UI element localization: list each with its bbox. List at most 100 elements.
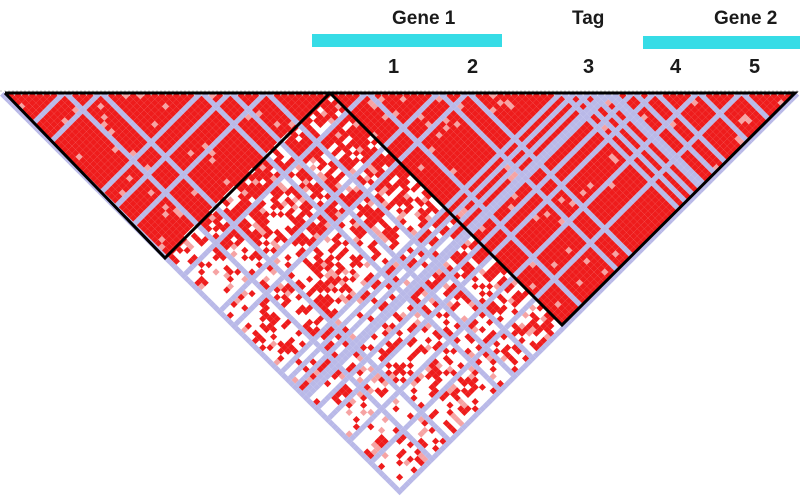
ld-cell <box>410 135 418 143</box>
ld-cell <box>446 200 454 208</box>
ld-cell <box>522 203 530 211</box>
ld-cell <box>381 272 389 280</box>
ld-cell <box>262 189 270 197</box>
ld-cell <box>511 308 519 316</box>
ld-cell <box>216 308 224 316</box>
ld-cell <box>349 203 357 211</box>
ld-cell <box>522 347 530 355</box>
ld-cell <box>442 167 450 175</box>
ld-cell <box>331 351 339 359</box>
ld-cell <box>583 257 591 265</box>
ld-cell <box>370 290 378 298</box>
ld-cell <box>468 113 476 121</box>
ld-cell <box>151 207 159 215</box>
ld-cell <box>255 182 263 190</box>
ld-cell <box>450 383 458 391</box>
ld-cell <box>439 156 447 164</box>
ld-cell <box>205 182 213 190</box>
ld-cell <box>226 102 234 110</box>
ld-cell <box>572 290 580 298</box>
ld-cell <box>532 322 540 330</box>
ld-cell <box>255 239 263 247</box>
ld-cell <box>392 275 400 283</box>
ld-cell <box>424 92 432 100</box>
ld-cell <box>410 394 418 402</box>
ld-cell <box>298 174 306 182</box>
ld-cell <box>345 408 353 416</box>
ld-cell <box>61 124 69 132</box>
ld-cell <box>540 300 548 308</box>
ld-cell <box>511 358 519 366</box>
ld-cell <box>388 113 396 121</box>
ld-cell <box>453 120 461 128</box>
ld-cell <box>352 272 360 280</box>
ld-cell <box>522 131 530 139</box>
ld-cell <box>252 113 260 121</box>
ld-cell <box>363 376 371 384</box>
ld-cell <box>126 138 134 146</box>
ld-cell <box>446 286 454 294</box>
ld-cell <box>352 293 360 301</box>
ld-cell <box>442 441 450 449</box>
ld-cell <box>529 239 537 247</box>
ld-cell <box>385 261 393 269</box>
ld-cell <box>568 308 576 316</box>
ld-cell <box>540 221 548 229</box>
ld-cell <box>576 293 584 301</box>
ld-cell <box>576 214 584 222</box>
ld-cell <box>151 99 159 107</box>
ld-cell <box>108 149 116 157</box>
ld-cell <box>151 171 159 179</box>
ld-cell <box>82 95 90 103</box>
ld-cell <box>356 246 364 254</box>
ld-cell <box>54 110 62 118</box>
ld-cell <box>169 102 177 110</box>
ld-cell <box>446 171 454 179</box>
ld-cell <box>482 164 490 172</box>
ld-cell <box>504 164 512 172</box>
ld-cell <box>439 437 447 445</box>
ld-cell <box>583 293 591 301</box>
ld-cell <box>464 189 472 197</box>
ld-cell <box>342 318 350 326</box>
ld-cell <box>324 279 332 287</box>
ld-cell <box>522 261 530 269</box>
ld-cell <box>259 192 267 200</box>
ld-cell <box>284 196 292 204</box>
ld-cell <box>370 131 378 139</box>
ld-cell <box>266 164 274 172</box>
ld-cell <box>262 239 270 247</box>
ld-cell <box>399 340 407 348</box>
ld-cell <box>345 336 353 344</box>
ld-cell <box>118 117 126 125</box>
ld-cell <box>205 160 213 168</box>
ld-cell <box>410 387 418 395</box>
ld-cell <box>532 315 540 323</box>
ld-cell <box>457 426 465 434</box>
ld-cell <box>223 113 231 121</box>
ld-cell <box>169 232 177 240</box>
ld-cell <box>327 318 335 326</box>
ld-cell <box>334 254 342 262</box>
ld-cell <box>421 419 429 427</box>
ld-cell <box>280 200 288 208</box>
ld-cell <box>306 390 314 398</box>
ld-cell <box>352 380 360 388</box>
ld-cell <box>298 131 306 139</box>
ld-cell <box>79 128 87 136</box>
ld-cell <box>392 369 400 377</box>
ld-cell <box>478 225 486 233</box>
ld-cell <box>356 210 364 218</box>
ld-cell <box>162 218 170 226</box>
ld-cell <box>414 102 422 110</box>
ld-cell <box>288 135 296 143</box>
ld-cell <box>471 282 479 290</box>
ld-cell <box>252 214 260 222</box>
ld-cell <box>133 146 141 154</box>
ld-cell <box>360 329 368 337</box>
ld-cell <box>334 124 342 132</box>
ld-cell <box>86 149 94 157</box>
ld-cell <box>334 210 342 218</box>
ld-cell <box>100 120 108 128</box>
ld-cell <box>496 228 504 236</box>
